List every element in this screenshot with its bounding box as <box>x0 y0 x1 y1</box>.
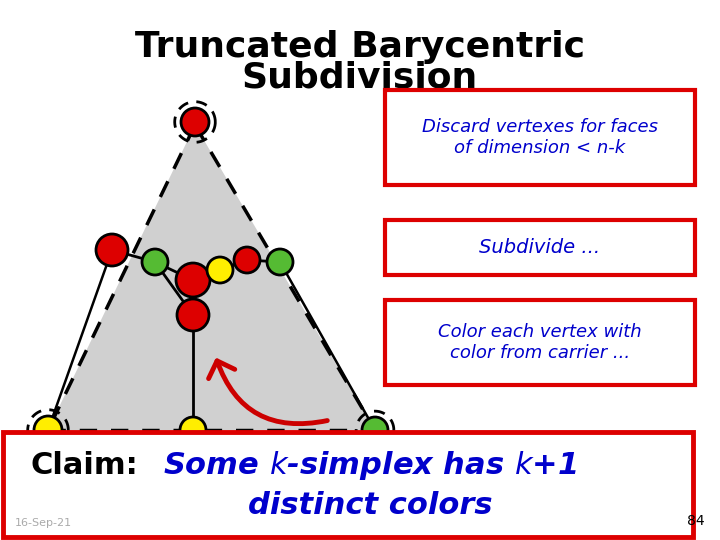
Text: 16-Sep-21: 16-Sep-21 <box>15 518 72 528</box>
Text: Color each vertex with
color from carrier ...: Color each vertex with color from carrie… <box>438 323 642 362</box>
Circle shape <box>362 417 388 443</box>
Polygon shape <box>48 125 375 430</box>
Circle shape <box>207 257 233 283</box>
Circle shape <box>176 263 210 297</box>
Bar <box>385 300 695 385</box>
Text: Truncated Barycentric: Truncated Barycentric <box>135 30 585 64</box>
Bar <box>3 432 693 537</box>
Circle shape <box>142 249 168 275</box>
FancyArrowPatch shape <box>209 361 328 424</box>
Circle shape <box>96 234 128 266</box>
Circle shape <box>234 247 260 273</box>
Text: Claim:: Claim: <box>30 450 138 480</box>
Circle shape <box>180 417 206 443</box>
Bar <box>385 90 695 185</box>
Text: 84: 84 <box>688 514 705 528</box>
Circle shape <box>181 108 209 136</box>
Text: Discard vertexes for faces
of dimension < n-k: Discard vertexes for faces of dimension … <box>422 118 658 157</box>
Text: distinct colors: distinct colors <box>248 490 492 519</box>
Circle shape <box>267 249 293 275</box>
Text: Subdivision: Subdivision <box>242 60 478 94</box>
Bar <box>385 220 695 275</box>
Circle shape <box>34 416 62 444</box>
Text: Subdivide ...: Subdivide ... <box>480 238 600 257</box>
Circle shape <box>177 299 209 331</box>
Text: Some $k$-simplex has $k$+1: Some $k$-simplex has $k$+1 <box>163 449 577 482</box>
